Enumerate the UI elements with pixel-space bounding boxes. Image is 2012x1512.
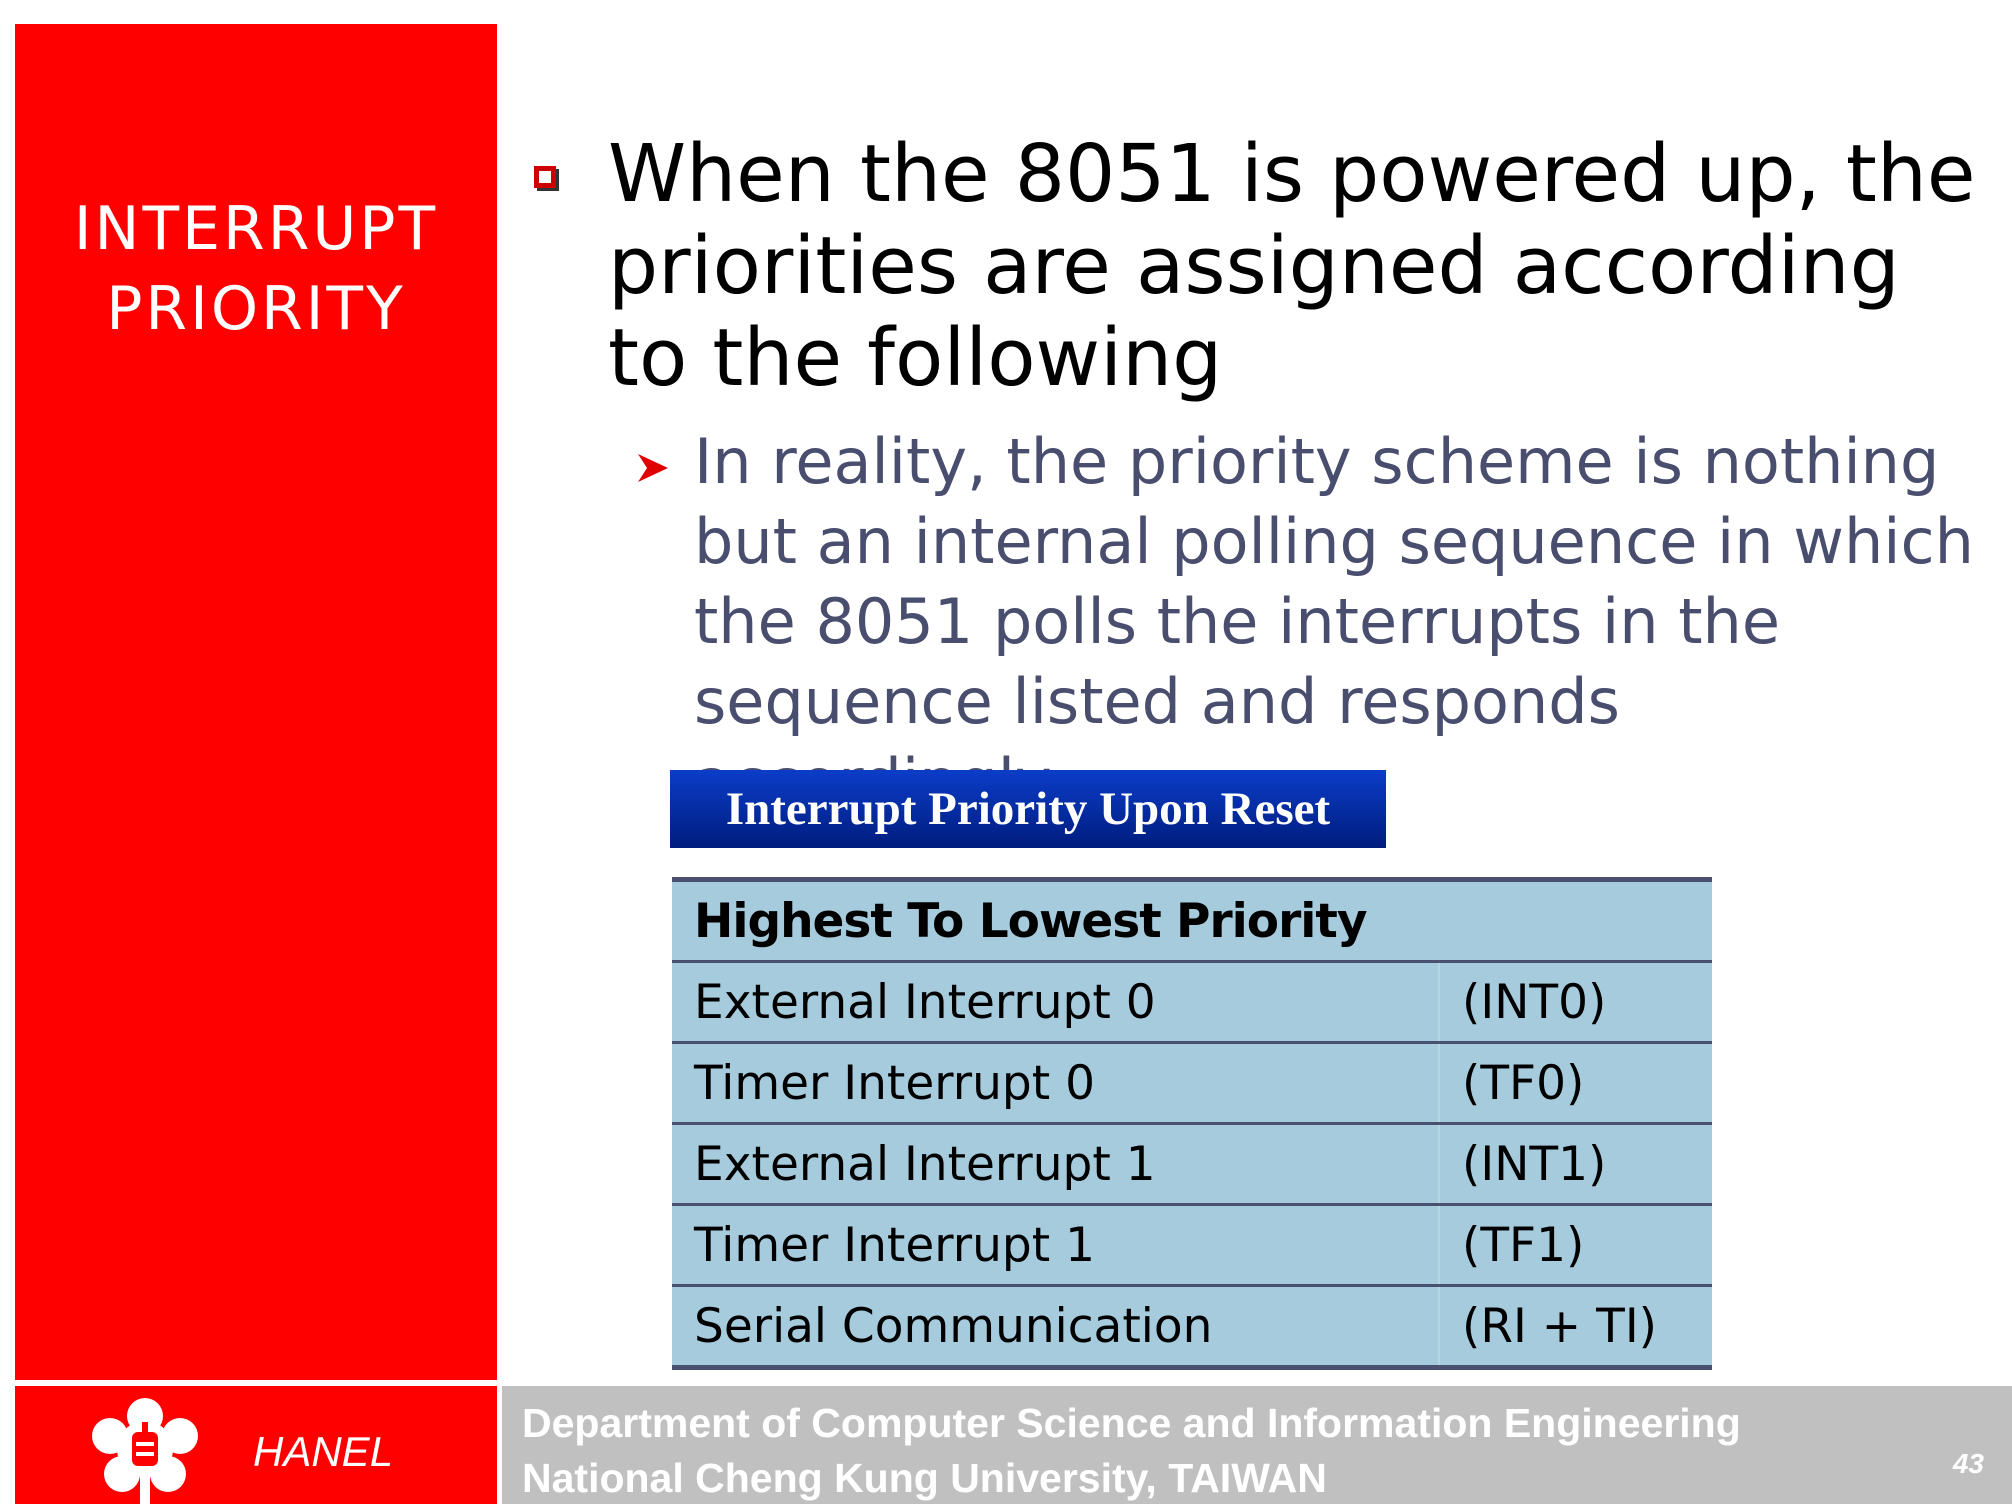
interrupt-code: (TF1) bbox=[1438, 1204, 1712, 1287]
sidebar-panel: INTERRUPT PRIORITY bbox=[15, 24, 497, 1380]
university-emblem-icon bbox=[92, 1398, 198, 1508]
table-row: External Interrupt 0 (INT0) bbox=[672, 961, 1712, 1044]
priority-table: Highest To Lowest Priority External Inte… bbox=[672, 877, 1712, 1370]
table-caption: Interrupt Priority Upon Reset bbox=[670, 770, 1386, 848]
table-row: Serial Communication (RI + TI) bbox=[672, 1285, 1712, 1370]
arrow-bullet-icon bbox=[638, 454, 668, 482]
interrupt-code: (INT1) bbox=[1438, 1123, 1712, 1206]
section-title-line-2: PRIORITY bbox=[106, 274, 406, 344]
brand-label: HANEL bbox=[253, 1428, 394, 1475]
department-info: Department of Computer Science and Infor… bbox=[522, 1396, 1741, 1506]
table-row: Timer Interrupt 1 (TF1) bbox=[672, 1204, 1712, 1287]
table-row: Timer Interrupt 0 (TF0) bbox=[672, 1042, 1712, 1125]
footer-brand-area: HANEL bbox=[15, 1386, 497, 1508]
section-title: INTERRUPT PRIORITY bbox=[15, 189, 497, 349]
interrupt-name: Timer Interrupt 0 bbox=[672, 1042, 1439, 1125]
department-line-1: Department of Computer Science and Infor… bbox=[522, 1400, 1741, 1446]
sub-bullet-text: In reality, the priority scheme is nothi… bbox=[694, 425, 1974, 818]
interrupt-code: (TF0) bbox=[1438, 1042, 1712, 1125]
main-bullet-text: When the 8051 is powered up, the priorit… bbox=[608, 128, 1976, 404]
interrupt-name: Serial Communication bbox=[672, 1285, 1439, 1370]
interrupt-name: External Interrupt 0 bbox=[672, 961, 1439, 1044]
department-line-2: National Cheng Kung University, TAIWAN bbox=[522, 1455, 1327, 1501]
interrupt-name: External Interrupt 1 bbox=[672, 1123, 1439, 1206]
table-header: Highest To Lowest Priority bbox=[672, 877, 1712, 963]
interrupt-code: (RI + TI) bbox=[1438, 1285, 1712, 1370]
square-bullet-icon bbox=[534, 166, 556, 188]
table-row: External Interrupt 1 (INT1) bbox=[672, 1123, 1712, 1206]
page-number: 43 bbox=[1952, 1448, 1984, 1479]
section-title-line-1: INTERRUPT bbox=[73, 194, 439, 264]
table-header-row: Highest To Lowest Priority bbox=[672, 877, 1712, 963]
interrupt-name: Timer Interrupt 1 bbox=[672, 1204, 1439, 1287]
interrupt-code: (INT0) bbox=[1438, 961, 1712, 1044]
footer-bar: Department of Computer Science and Infor… bbox=[502, 1386, 2012, 1504]
